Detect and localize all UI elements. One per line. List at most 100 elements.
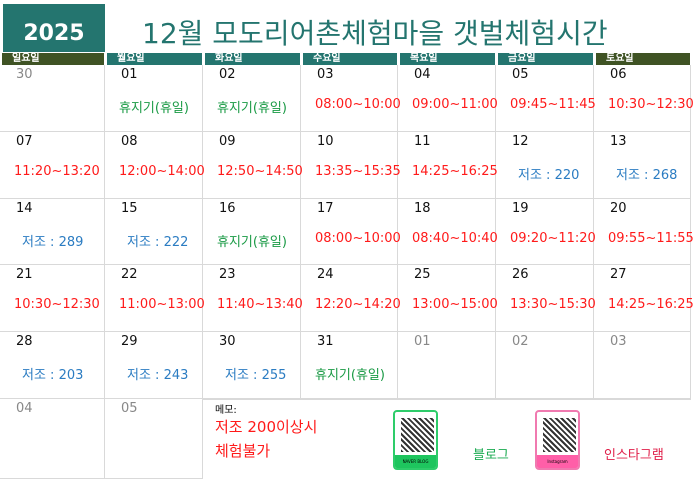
day-cell[interactable]: 25 13:00~15:00 xyxy=(398,265,498,332)
day-cell[interactable]: 01 xyxy=(398,332,496,399)
day-cell[interactable]: 31 휴지기(휴일) xyxy=(301,332,398,399)
low-tide-label: 저조 : 268 xyxy=(616,168,678,183)
day-cell[interactable]: 22 11:00~13:00 xyxy=(105,265,205,332)
memo-line-1: 저조 200이상시 xyxy=(215,418,318,436)
day-number: 04 xyxy=(414,67,431,82)
weekday-header: 화요일 xyxy=(205,53,300,65)
experience-time: 14:25~16:25 xyxy=(412,164,498,179)
weekday-header: 수요일 xyxy=(303,53,397,65)
day-cell[interactable]: 20 09:55~11:55 xyxy=(594,199,694,265)
day-number: 15 xyxy=(121,201,138,216)
qr-pattern-icon xyxy=(543,418,576,452)
experience-time: 14:25~16:25 xyxy=(608,297,694,312)
day-cell[interactable]: 30 xyxy=(0,65,105,132)
experience-time: 08:00~10:00 xyxy=(315,231,401,246)
day-cell[interactable]: 29 저조 : 243 xyxy=(105,332,203,399)
day-cell[interactable]: 16 휴지기(휴일) xyxy=(203,199,301,265)
day-number: 05 xyxy=(121,401,138,416)
day-cell[interactable]: 05 09:45~11:45 xyxy=(496,65,596,132)
closed-day-label: 휴지기(휴일) xyxy=(315,368,385,383)
day-number: 08 xyxy=(121,134,138,149)
experience-time: 08:00~10:00 xyxy=(315,97,401,112)
day-number: 24 xyxy=(317,267,334,282)
weekday-header: 목요일 xyxy=(400,53,495,65)
day-number: 14 xyxy=(16,201,33,216)
blog-qr-code[interactable]: NAVER BLOG xyxy=(393,410,438,470)
experience-time: 12:20~14:20 xyxy=(315,297,401,312)
low-tide-label: 저조 : 222 xyxy=(127,235,189,250)
day-cell[interactable]: 14 저조 : 289 xyxy=(0,199,105,265)
experience-time: 11:40~13:40 xyxy=(217,297,303,312)
day-number: 09 xyxy=(219,134,236,149)
experience-time: 09:55~11:55 xyxy=(608,231,694,246)
day-number: 20 xyxy=(610,201,627,216)
day-cell[interactable]: 06 10:30~12:30 xyxy=(594,65,694,132)
day-cell[interactable]: 04 xyxy=(0,399,105,479)
day-cell[interactable]: 24 12:20~14:20 xyxy=(301,265,401,332)
day-cell[interactable]: 05 xyxy=(105,399,203,479)
day-number: 07 xyxy=(16,134,33,149)
experience-time: 11:20~13:20 xyxy=(14,164,100,179)
weekday-header: 토요일 xyxy=(596,53,690,65)
low-tide-label: 저조 : 255 xyxy=(225,368,287,383)
day-cell[interactable]: 12 저조 : 220 xyxy=(496,132,594,199)
instagram-qr-code[interactable]: Instagram xyxy=(535,410,580,470)
day-number: 25 xyxy=(414,267,431,282)
day-number: 30 xyxy=(16,67,33,82)
day-cell[interactable]: 18 08:40~10:40 xyxy=(398,199,498,265)
experience-time: 09:45~11:45 xyxy=(510,97,596,112)
experience-time: 10:30~12:30 xyxy=(608,97,694,112)
day-cell[interactable]: 15 저조 : 222 xyxy=(105,199,203,265)
day-cell[interactable]: 11 14:25~16:25 xyxy=(398,132,498,199)
day-number: 05 xyxy=(512,67,529,82)
day-cell[interactable]: 09 12:50~14:50 xyxy=(203,132,303,199)
day-cell[interactable]: 17 08:00~10:00 xyxy=(301,199,401,265)
day-number: 01 xyxy=(414,334,431,349)
day-cell[interactable]: 27 14:25~16:25 xyxy=(594,265,694,332)
day-number: 10 xyxy=(317,134,334,149)
day-cell[interactable]: 03 08:00~10:00 xyxy=(301,65,401,132)
day-number: 03 xyxy=(610,334,627,349)
day-cell[interactable]: 07 11:20~13:20 xyxy=(0,132,105,199)
instagram-qr-caption: Instagram xyxy=(537,455,578,468)
experience-time: 13:35~15:35 xyxy=(315,164,401,179)
day-cell[interactable]: 19 09:20~11:20 xyxy=(496,199,596,265)
day-number: 31 xyxy=(317,334,334,349)
page-title: 12월 모도리어촌체험마을 갯벌체험시간 xyxy=(142,17,608,50)
day-cell[interactable]: 08 12:00~14:00 xyxy=(105,132,205,199)
day-cell[interactable]: 04 09:00~11:00 xyxy=(398,65,498,132)
day-number: 21 xyxy=(16,267,33,282)
experience-time: 13:30~15:30 xyxy=(510,297,596,312)
memo-label: 메모: xyxy=(215,405,237,416)
day-number: 18 xyxy=(414,201,431,216)
day-cell[interactable]: 26 13:30~15:30 xyxy=(496,265,596,332)
day-number: 11 xyxy=(414,134,431,149)
day-number: 03 xyxy=(317,67,334,82)
day-number: 12 xyxy=(512,134,529,149)
day-cell[interactable]: 10 13:35~15:35 xyxy=(301,132,401,199)
day-cell[interactable]: 21 10:30~12:30 xyxy=(0,265,105,332)
day-cell[interactable]: 30 저조 : 255 xyxy=(203,332,301,399)
day-cell[interactable]: 28 저조 : 203 xyxy=(0,332,105,399)
experience-time: 09:20~11:20 xyxy=(510,231,596,246)
day-number: 28 xyxy=(16,334,33,349)
weekday-header: 일요일 xyxy=(2,53,104,65)
day-cell[interactable]: 01 휴지기(휴일) xyxy=(105,65,203,132)
instagram-link[interactable]: 인스타그램 xyxy=(604,448,664,463)
experience-time: 12:50~14:50 xyxy=(217,164,303,179)
day-cell[interactable]: 03 xyxy=(594,332,691,399)
day-number: 01 xyxy=(121,67,138,82)
memo-line-2: 체험불가 xyxy=(215,442,271,460)
day-number: 26 xyxy=(512,267,529,282)
day-cell[interactable]: 02 xyxy=(496,332,594,399)
day-number: 17 xyxy=(317,201,334,216)
day-cell[interactable]: 02 휴지기(휴일) xyxy=(203,65,301,132)
day-cell[interactable]: 13 저조 : 268 xyxy=(594,132,691,199)
day-number: 29 xyxy=(121,334,138,349)
day-number: 02 xyxy=(219,67,236,82)
closed-day-label: 휴지기(휴일) xyxy=(217,101,287,116)
blog-qr-caption: NAVER BLOG xyxy=(395,455,436,468)
blog-link[interactable]: 블로그 xyxy=(473,448,509,463)
day-cell[interactable]: 23 11:40~13:40 xyxy=(203,265,303,332)
